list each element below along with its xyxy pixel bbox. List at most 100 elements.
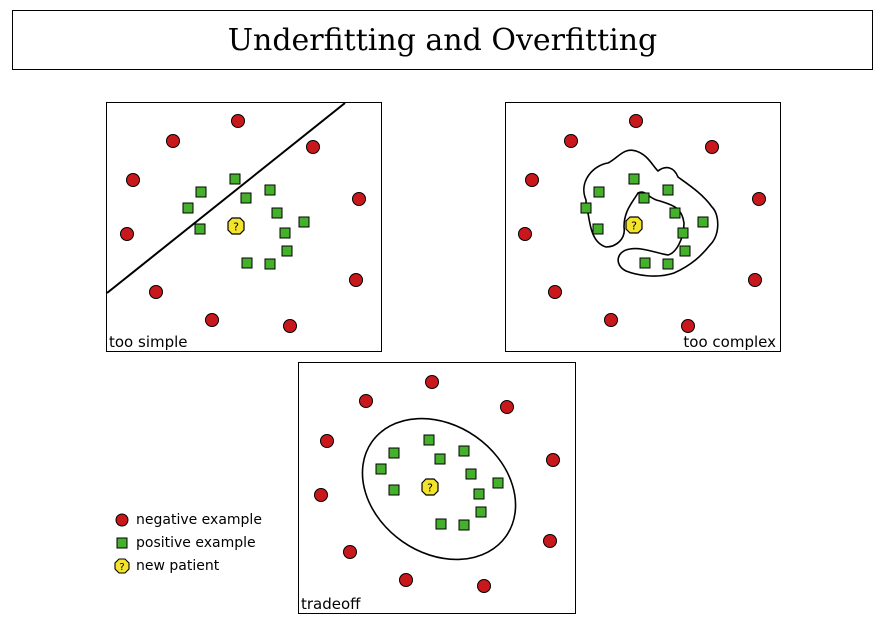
negative-point [425,375,439,389]
positive-point [669,207,681,219]
positive-point [662,258,674,270]
new-patient-glyph: ? [119,562,124,573]
negative-point [352,192,366,206]
new-patient-marker: ? [625,216,643,234]
negative-point [166,134,180,148]
negative-point [343,545,357,559]
positive-point [473,488,485,500]
positive-point [638,192,650,204]
positive-point [423,434,435,446]
positive-point [458,519,470,531]
negative-point [359,394,373,408]
panel-too-complex-plot: ? [518,114,766,333]
negative-point [500,400,514,414]
new-patient-icon: ? [114,557,130,574]
negative-point [306,140,320,154]
positive-point [281,245,293,257]
panel-too-simple-plot: ? [107,103,366,333]
legend-item-positive: positive example [114,531,262,554]
negative-point [629,114,643,128]
panel-too-simple: ? too simple [106,102,382,352]
negative-point [349,273,363,287]
negative-point [149,285,163,299]
positive-point [679,245,691,257]
negative-point [748,273,762,287]
positive-point [435,518,447,530]
negative-point [705,140,719,154]
negative-example-icon [115,513,129,526]
new-patient-glyph: ? [233,221,239,234]
positive-point [639,257,651,269]
negative-point [231,114,245,128]
negative-points [518,114,766,333]
negative-point [752,192,766,206]
positive-point [298,216,310,228]
negative-point [546,453,560,467]
panel-caption: too complex [683,333,776,351]
diagram-title: Underfitting and Overfitting [227,22,658,58]
negative-point [543,534,557,548]
title-box: Underfitting and Overfitting [12,10,873,70]
negative-point [548,285,562,299]
positive-point [465,468,477,480]
panel-tradeoff-plot: ? [314,375,560,593]
negative-point [399,573,413,587]
negative-point [477,579,491,593]
legend: negative example positive example ? new … [114,508,262,577]
positive-point [475,506,487,518]
panel-caption: tradeoff [301,595,361,613]
panel-too-complex: ? too complex [505,102,781,352]
negative-point [314,488,328,502]
positive-point [271,207,283,219]
negative-points [120,114,366,333]
positive-point [264,258,276,270]
positive-point [677,227,689,239]
decision-boundary-line [107,103,346,294]
positive-point [388,447,400,459]
positive-point [279,227,291,239]
panel-tradeoff: ? tradeoff [298,362,576,614]
positive-point [194,223,206,235]
positive-point [241,257,253,269]
negative-points [314,375,560,593]
positive-point [195,186,207,198]
new-patient-glyph: ? [631,220,637,233]
positive-points [580,173,709,270]
negative-point [564,134,578,148]
legend-item-negative: negative example [114,508,262,531]
positive-point [662,184,674,196]
negative-point [283,319,297,333]
positive-point [697,216,709,228]
tradeoff-boundary-ellipse [361,417,517,561]
positive-point [240,192,252,204]
positive-point [492,477,504,489]
positive-point [375,463,387,475]
legend-label: new patient [136,557,220,574]
positive-point [592,223,604,235]
negative-point [518,227,532,241]
positive-point [628,173,640,185]
positive-point [593,186,605,198]
positive-points [375,434,504,531]
negative-point [681,319,695,333]
positive-example-icon [116,537,128,548]
positive-point [182,202,194,214]
positive-point [229,173,241,185]
negative-point [525,173,539,187]
new-patient-glyph: ? [427,482,433,495]
legend-label: negative example [136,511,262,528]
positive-point [458,445,470,457]
positive-point [264,184,276,196]
negative-point [120,227,134,241]
negative-point [205,313,219,327]
panel-caption: too simple [109,333,188,351]
legend-item-new: ? new patient [114,554,262,577]
negative-point [604,313,618,327]
positive-point [388,484,400,496]
new-patient-marker: ? [227,217,245,235]
positive-points [182,173,310,270]
overfit-boundary-curve [583,149,719,277]
positive-point [434,453,446,465]
negative-point [126,173,140,187]
legend-label: positive example [136,534,256,551]
